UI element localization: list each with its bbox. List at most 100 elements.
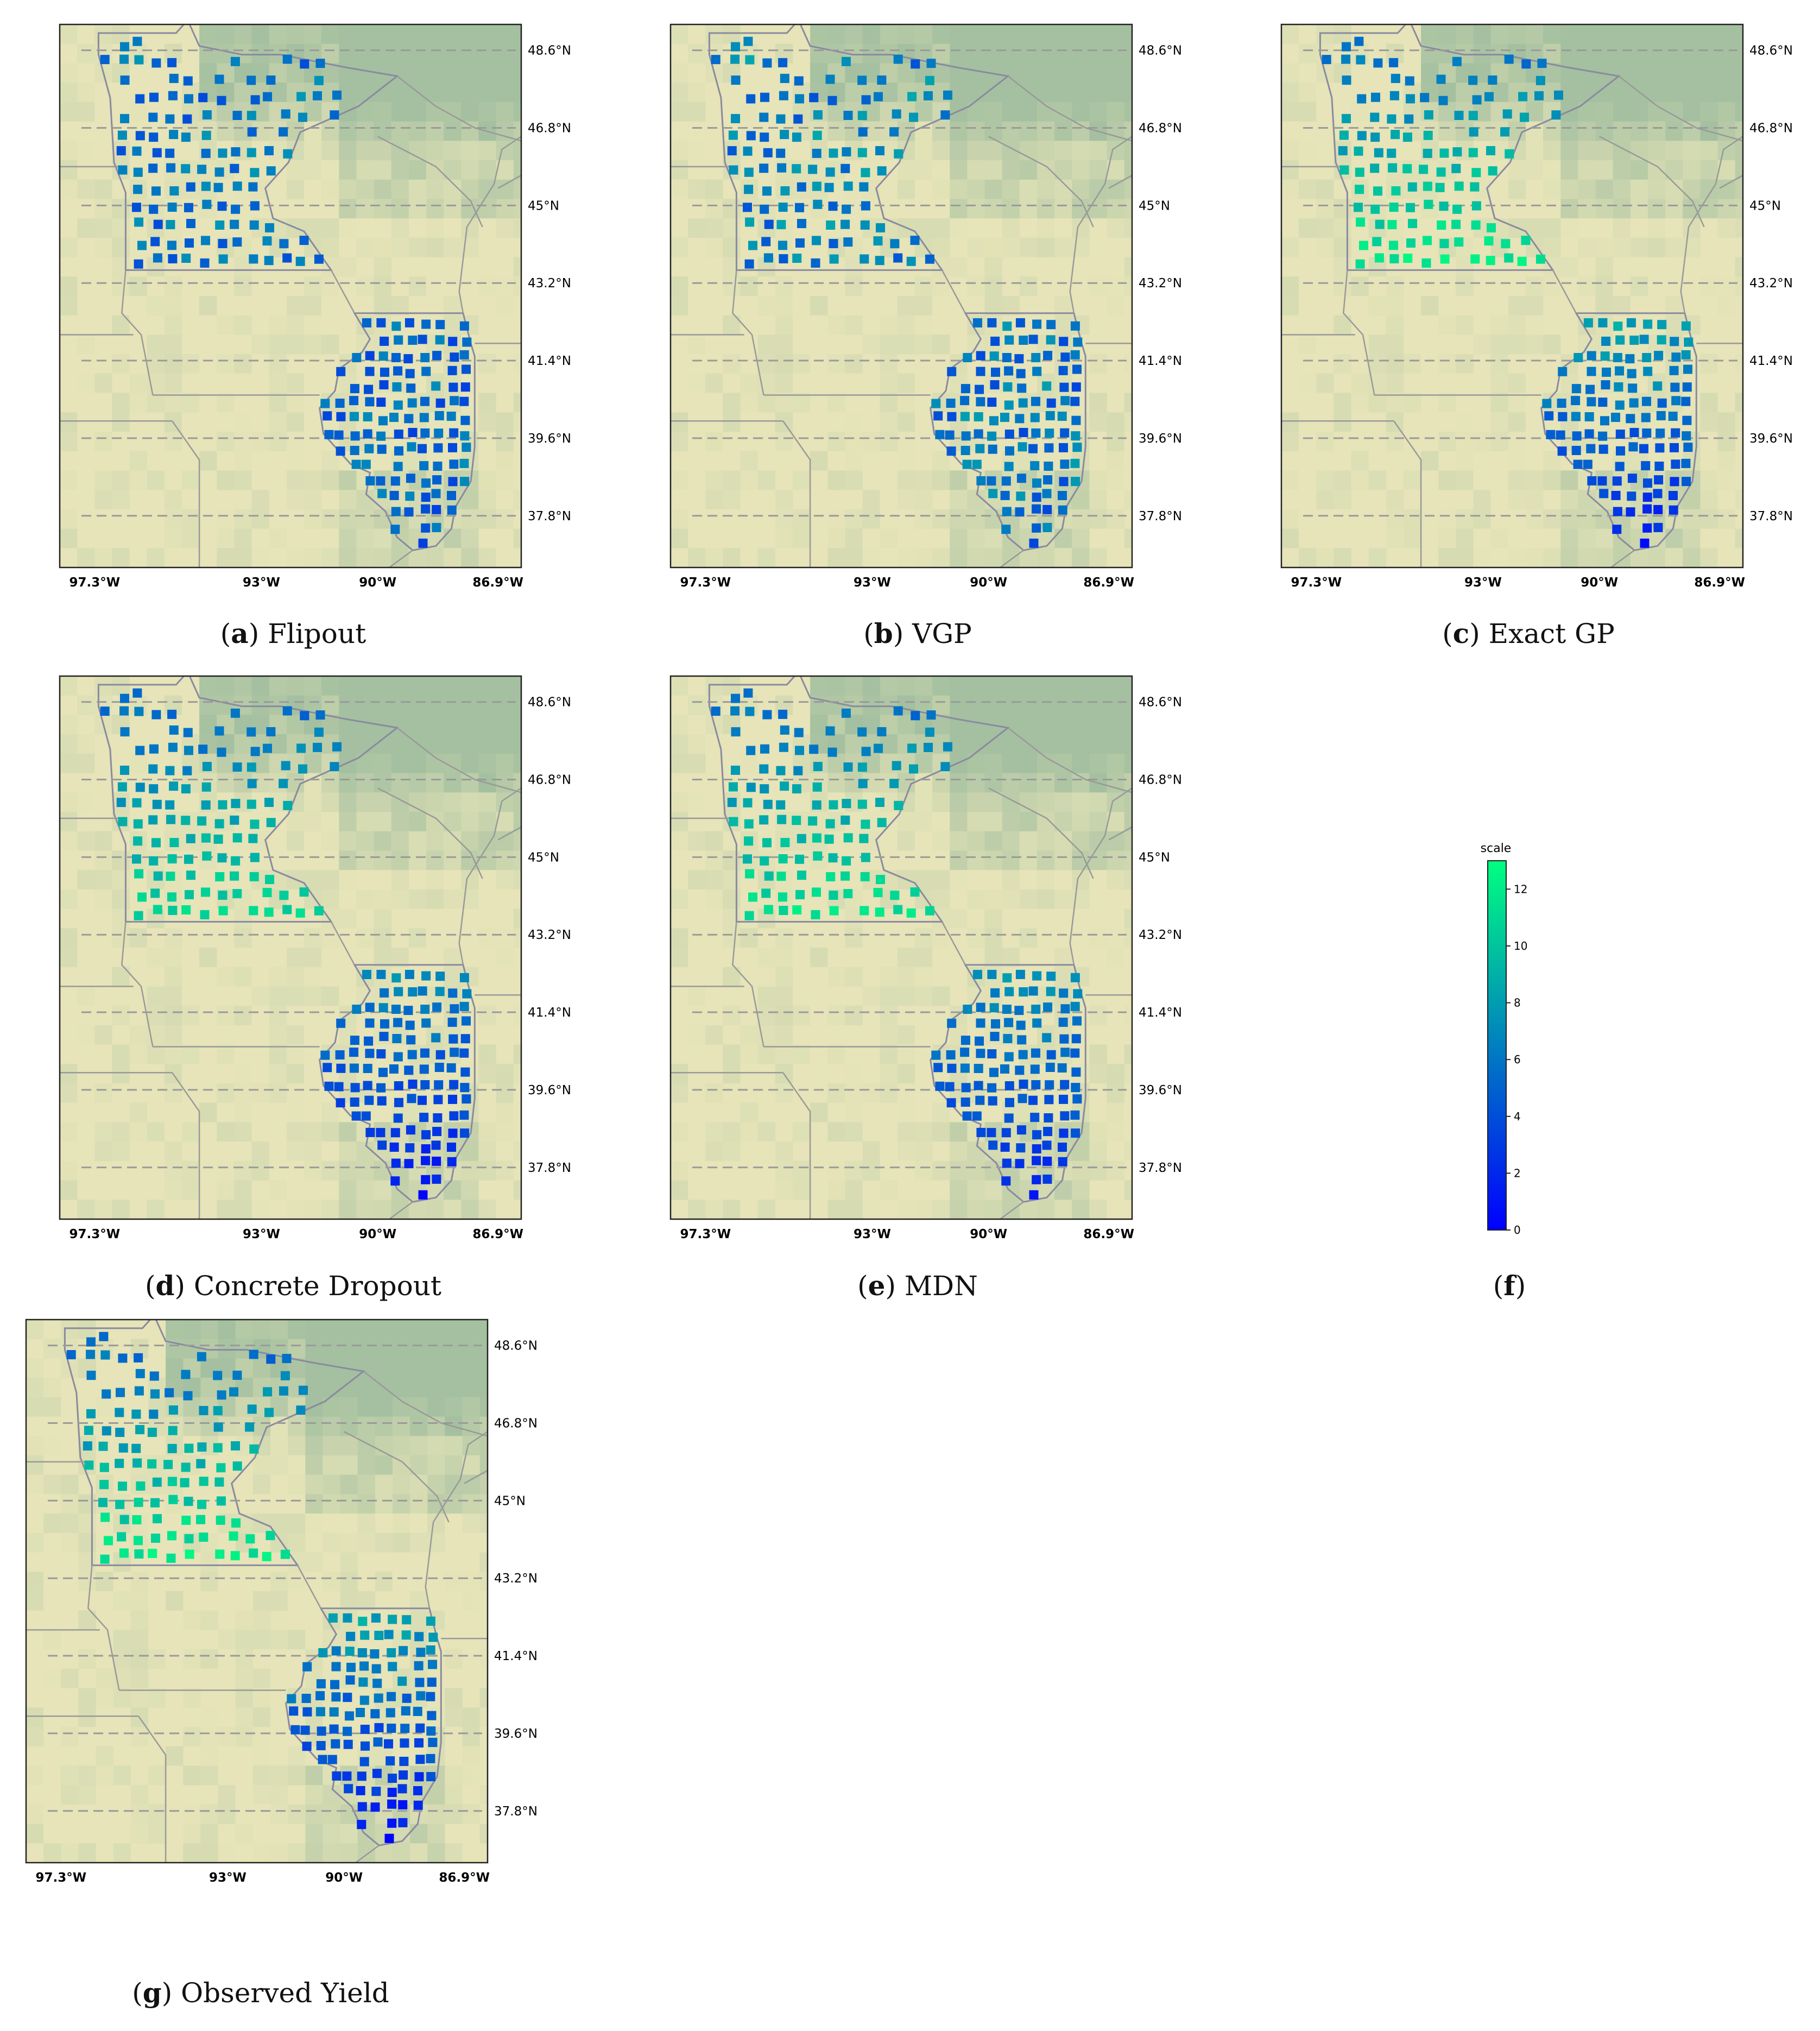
lat-label: 43.2°N [528,276,571,291]
terrain-cell [1683,62,1701,83]
terrain-cell [408,276,427,296]
terrain-cell [426,179,444,199]
terrain-cell [1334,257,1352,277]
terrain-cell [915,1044,933,1064]
terrain-cell [1107,831,1125,851]
county-marker [117,782,127,792]
terrain-cell [60,24,78,44]
terrain-cell [234,509,252,529]
terrain-cell [862,547,881,567]
terrain-cell [199,967,217,987]
county-marker [746,131,756,141]
terrain-cell [1107,928,1125,948]
terrain-cell [1508,547,1526,567]
terrain-cell [321,1160,339,1181]
terrain-cell [1404,373,1421,393]
terrain-cell [1037,714,1055,735]
terrain-cell [1107,412,1125,432]
county-marker [1682,382,1692,392]
terrain-cell [513,1141,521,1161]
terrain-cell [967,695,985,715]
county-marker [250,747,260,756]
county-marker [393,1018,403,1027]
county-marker [459,1110,469,1120]
terrain-cell [1717,334,1736,355]
terrain-cell [1037,218,1055,238]
terrain-cell [723,889,741,909]
terrain-cell [60,373,78,393]
terrain-cell [1665,237,1683,257]
terrain-cell [478,1083,497,1103]
terrain-cell [1404,354,1421,374]
terrain-cell [461,811,479,831]
terrain-cell [444,1180,462,1200]
county-marker [1486,146,1495,155]
terrain-cell [932,773,950,793]
terrain-cell [1089,695,1108,715]
county-marker [350,446,359,455]
county-marker [408,336,418,345]
terrain-cell [671,354,688,374]
county-marker [1042,489,1052,499]
terrain-cell [1002,43,1020,64]
terrain-cell [1054,967,1072,987]
terrain-cell [810,869,828,890]
terrain-cell [740,470,759,490]
terrain-cell [496,831,514,851]
terrain-cell [915,451,933,471]
terrain-cell [339,547,357,567]
terrain-cell [496,1199,514,1219]
terrain-cell [199,928,217,948]
county-marker [392,1034,402,1043]
terrain-cell [1299,393,1317,413]
terrain-cell [94,967,112,987]
terrain-cell [880,373,898,393]
terrain-cell [1683,160,1701,180]
terrain-cell [217,412,235,432]
county-marker [249,872,259,881]
county-marker [404,507,414,517]
terrain-cell [827,431,845,451]
terrain-cell [1054,909,1072,929]
terrain-cell [199,470,217,490]
terrain-cell [129,1005,148,1025]
terrain-cell [1386,276,1404,296]
county-marker [120,75,130,85]
terrain-cell [775,1025,793,1045]
terrain-cell [1316,393,1334,413]
terrain-cell [1299,412,1317,432]
terrain-cell [1386,431,1404,451]
terrain-cell [461,831,479,851]
terrain-cell [164,528,182,548]
terrain-cell [1735,62,1743,83]
terrain-cell [356,792,375,812]
terrain-cell [671,1121,688,1142]
terrain-cell [251,1102,270,1122]
county-marker [1031,353,1041,362]
terrain-cell [304,334,322,355]
terrain-cell [757,1141,776,1161]
terrain-cell [374,179,392,199]
terrain-cell [1072,831,1090,851]
terrain-cell [112,676,130,696]
lat-label: 48.6°N [1749,44,1793,58]
county-marker [250,201,260,211]
county-marker [183,728,193,737]
terrain-cell [1368,393,1387,413]
terrain-cell [950,509,968,529]
county-marker [910,887,920,897]
terrain-cell [269,1121,287,1142]
terrain-cell [513,1063,521,1083]
terrain-cell [1002,102,1020,122]
county-marker [727,798,737,808]
terrain-cell [1665,295,1683,316]
terrain-cell [60,1102,78,1122]
terrain-cell [688,528,706,548]
county-marker [911,711,920,721]
county-marker [1059,1094,1068,1104]
county-marker [1681,321,1691,331]
county-marker [1000,490,1010,500]
terrain-cell [478,1141,497,1161]
terrain-cell [112,315,130,335]
terrain-cell [1089,869,1108,890]
